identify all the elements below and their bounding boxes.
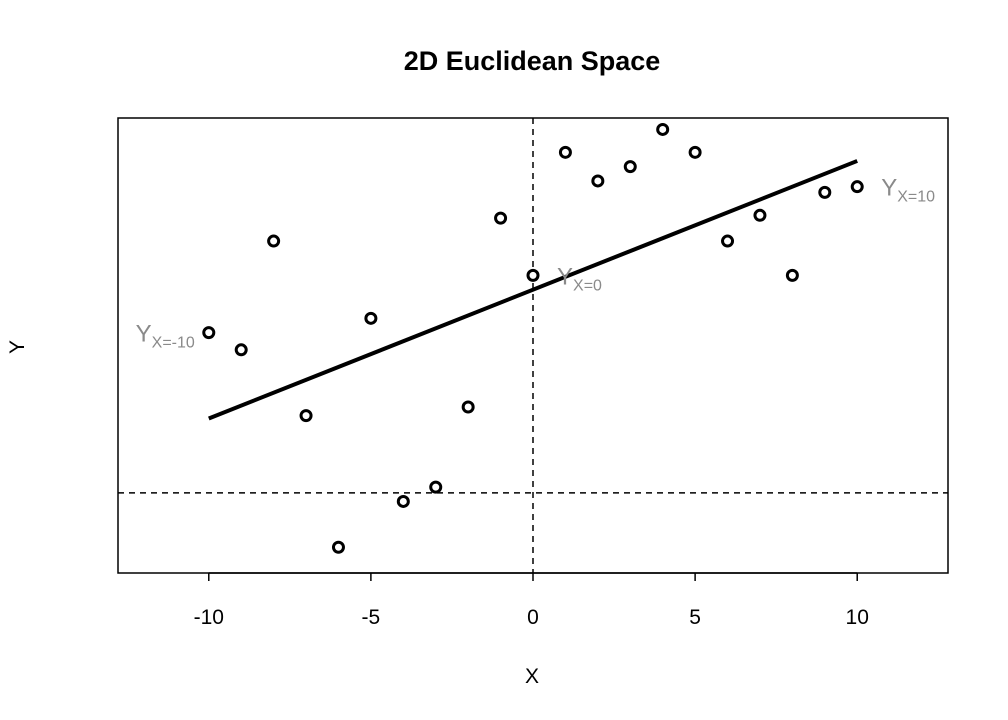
data-point: [753, 208, 767, 222]
x-axis-label: X: [525, 665, 539, 688]
annotations: YX=-10 YX=0 YX=10: [136, 175, 936, 352]
data-point: [558, 145, 572, 159]
data-point: [818, 185, 832, 199]
data-point: [494, 211, 508, 225]
data-point: [299, 409, 313, 423]
point-annotation: YX=10: [881, 175, 935, 206]
data-points: [202, 122, 864, 554]
data-point: [785, 268, 799, 282]
regression-line: [208, 159, 858, 421]
plot-area: YX=-10 YX=0 YX=10: [117, 117, 949, 574]
data-point: [688, 145, 702, 159]
data-point: [591, 174, 605, 188]
data-point: [331, 540, 345, 554]
data-point: [202, 326, 216, 340]
data-point: [721, 234, 735, 248]
data-point: [850, 180, 864, 194]
data-point: [623, 160, 637, 174]
data-point: [364, 311, 378, 325]
chart-title: 2D Euclidean Space: [404, 46, 661, 76]
point-annotation: YX=-10: [136, 321, 195, 352]
y-axis-label: Y: [6, 340, 29, 354]
x-tick-label: 0: [527, 606, 539, 629]
data-point: [267, 234, 281, 248]
x-tick-label: 10: [846, 606, 869, 629]
x-tick-label: 5: [689, 606, 701, 629]
data-point: [396, 494, 410, 508]
point-annotation: YX=0: [557, 263, 602, 294]
x-tick-label: -5: [362, 606, 381, 629]
x-axis: -10 -5 0 5 10: [194, 572, 869, 629]
data-point: [234, 343, 248, 357]
data-point: [429, 480, 443, 494]
data-point: [656, 122, 670, 136]
x-tick-label: -10: [194, 606, 224, 629]
data-point: [461, 400, 475, 414]
data-point: [526, 268, 540, 282]
